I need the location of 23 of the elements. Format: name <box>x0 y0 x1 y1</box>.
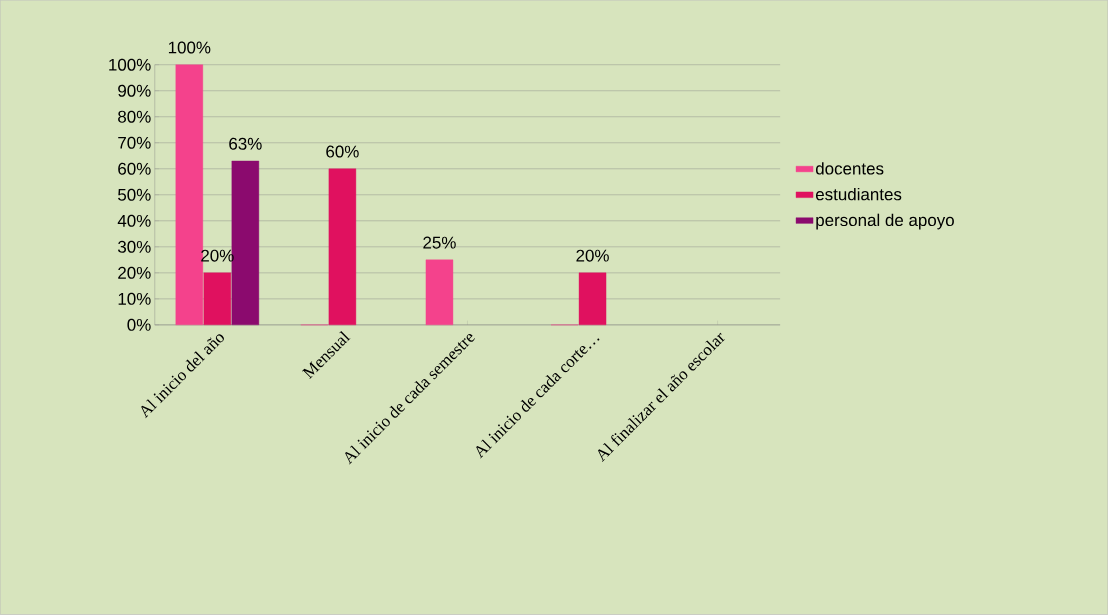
bar <box>328 168 357 326</box>
data-label: 100% <box>168 41 211 54</box>
bar <box>578 272 607 326</box>
y-tick-label: 40% <box>117 214 151 227</box>
y-tick-label: 90% <box>118 84 151 97</box>
y-tick-label: 80% <box>118 110 151 123</box>
y-tick-label: 0% <box>127 319 151 332</box>
y-tick-label: 20% <box>118 266 151 279</box>
legend-label: docentes <box>815 162 884 175</box>
legend-label: estudiantes <box>815 188 902 201</box>
legend-label: personal de apoyo <box>816 213 954 230</box>
data-label: 60% <box>326 145 359 158</box>
bar <box>425 259 454 326</box>
y-tick-label: 60% <box>118 162 151 175</box>
y-tick-label: 50% <box>118 188 151 201</box>
data-label: 25% <box>423 236 456 249</box>
data-label: 63% <box>229 137 262 150</box>
bar <box>203 272 232 326</box>
y-tick-label: 30% <box>118 240 151 253</box>
y-tick-label: 70% <box>118 136 151 149</box>
y-tick-label: 10% <box>118 292 151 305</box>
data-label: 20% <box>576 249 609 262</box>
y-tick-label: 100% <box>109 58 151 71</box>
